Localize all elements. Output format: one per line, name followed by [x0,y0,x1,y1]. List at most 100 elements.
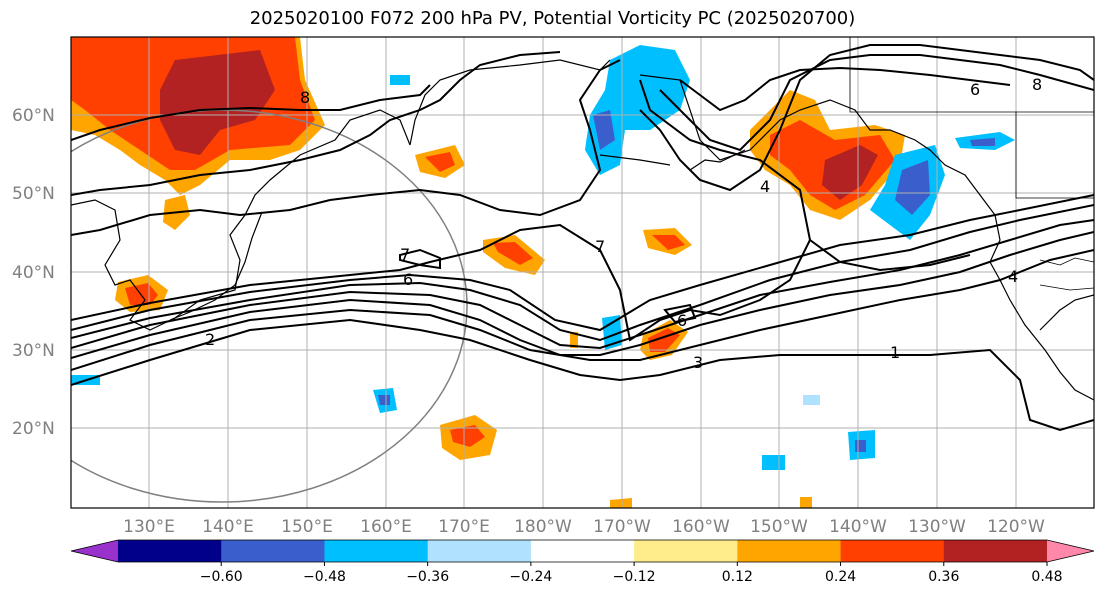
pv-contour-15 [399,248,441,270]
pv-negative-small-c-core [855,440,866,452]
contour-label: 2 [205,330,215,349]
pv-negative-small-e [803,395,820,405]
pv-contours [71,44,1094,432]
pv-blob-20n-core [450,425,485,447]
colorbar-tick-label: 0.36 [928,569,959,585]
pv-contour-10 [71,84,431,141]
coast-east-asia [71,109,411,331]
colorbar-segment [221,540,325,562]
colorbar-segment [530,540,635,562]
colorbar-tick-label: −0.60 [200,569,243,585]
pv-blob-170w-core [652,235,685,250]
lat-label: 40°N [12,263,55,283]
lon-label: 160°E [360,517,412,537]
political-borders [849,37,1094,291]
pv-contour-1 [71,318,1094,432]
coast-aleutians [599,149,746,171]
coast-japan [169,211,263,321]
pv-contour-14 [809,239,971,272]
latitude-labels: 60°N 50°N 40°N 30°N 20°N [12,106,55,439]
pv-negative-canada-core [970,138,995,146]
colorbar-segment [634,540,738,562]
colorbar-tick-label: −0.24 [509,569,552,585]
coast-kamchatka [409,59,611,146]
pv-negative-small-d [762,455,785,470]
contour-label: 6 [403,270,413,289]
pv-contour-4 [71,219,1094,350]
contour-label: 6 [677,311,687,330]
coast-alaska [639,74,996,216]
pv-blob-bottom-2 [800,497,812,508]
lon-label: 140°W [829,517,887,537]
lon-label: 150°E [281,517,333,537]
coastlines [71,59,1094,401]
pv-blob-korea-core [125,283,158,305]
lon-label: 170°W [593,517,651,537]
lon-label: 140°E [202,517,254,537]
colorbar-segment [427,540,532,562]
pv-negative-bering-core [593,110,615,150]
colorbar: −0.60 −0.48 −0.36 −0.24 −0.12 0.12 0.24 0.36 0.4… [70,539,1095,585]
coast-west-us [989,214,1094,401]
lat-label: 30°N [12,341,55,361]
colorbar-extend-high [1047,540,1094,562]
colorbar-segment [840,540,945,562]
pv-negative-small-a [602,315,622,350]
pv-contour-9 [71,51,561,196]
lon-label: 130°W [908,517,966,537]
colorbar-tick-label: 0.12 [722,569,753,585]
contour-label: 7 [400,245,410,264]
lon-label: 120°W [987,517,1045,537]
contour-label: 4 [1008,267,1018,286]
lon-label: 130°E [123,517,175,537]
map-gridlines [71,37,1094,508]
colorbar-tick-label: −0.36 [406,569,449,585]
pv-contour-12 [659,54,1094,152]
map-title: 2025020100 F072 200 hPa PV, Potential Vo… [249,8,856,29]
longitude-labels: 130°E 140°E 150°E 160°E 170°E 180°W 170°… [123,517,1045,537]
pv-blob-bottom-1 [610,498,632,508]
lon-label: 170°E [438,517,490,537]
colorbar-segment [737,540,842,562]
colorbar-segment [118,540,222,562]
contour-label: 6 [970,80,980,99]
colorbar-segment [943,540,1048,562]
pv-negative-kamchatka-small [390,75,410,85]
contour-label: 8 [1032,75,1042,94]
pv-positive-ne-asia-peak [160,50,275,155]
colorbar-tick-label: 0.48 [1031,569,1062,585]
colorbar-tick-label: 0.24 [825,569,856,585]
pv-contour-2 [71,249,1094,371]
pv-blob-180-a-core [493,242,533,265]
pv-positive-gulf-alaska-peak [822,145,878,200]
lat-label: 60°N [12,106,55,126]
lon-label: 160°W [672,517,730,537]
pv-negative-bc-core [895,160,930,215]
contour-label-group: 8 6 2 7 6 3 1 4 6 8 4 7 [205,75,1042,372]
colorbar-tick-label: −0.12 [613,569,656,585]
pv-negative-small-b-core [378,395,390,405]
contour-label: 3 [693,353,703,372]
lat-label: 50°N [12,184,55,204]
pv-blob-small-1 [570,332,578,348]
contour-label: 1 [890,343,900,362]
pv-contour-5 [71,204,1094,342]
contour-label: 4 [760,177,770,196]
contour-label: 8 [300,88,310,107]
colorbar-extend-low [71,540,118,562]
lat-label: 20°N [12,419,55,439]
contour-label: 7 [595,237,605,256]
pv-contour-7 [71,79,812,342]
lon-label: 180°W [514,517,572,537]
pv-contour-3 [71,231,1094,359]
colorbar-segment [324,540,429,562]
colorbar-tick-label: −0.48 [303,569,346,585]
pv-contour-13 [679,66,1011,112]
pv-blob-kuril-core [425,152,455,172]
pv-contour-8 [71,59,621,236]
lon-label: 150°W [750,517,808,537]
coast-mexico [1039,294,1094,331]
pv-contour-16 [663,303,697,324]
colorbar-outline [70,539,1095,563]
